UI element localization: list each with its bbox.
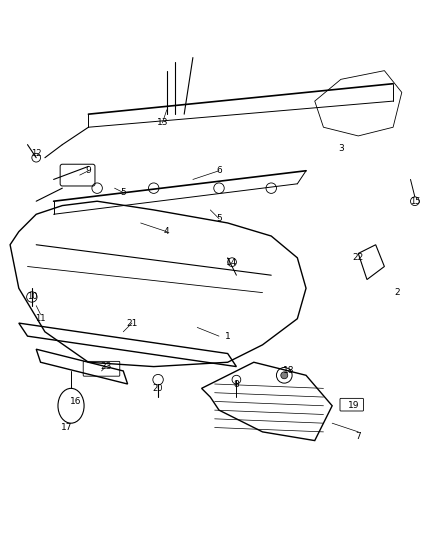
Text: 6: 6	[216, 166, 222, 175]
Text: 3: 3	[338, 144, 344, 154]
Text: 10: 10	[27, 293, 37, 302]
Text: 9: 9	[85, 166, 91, 175]
Text: 23: 23	[100, 362, 112, 371]
Text: 2: 2	[395, 288, 400, 297]
Text: 12: 12	[31, 149, 42, 158]
Text: 16: 16	[70, 397, 81, 406]
Text: 5: 5	[216, 214, 222, 223]
Text: 1: 1	[225, 332, 230, 341]
Text: 20: 20	[153, 384, 163, 393]
Text: 18: 18	[283, 367, 294, 375]
Text: 17: 17	[61, 423, 72, 432]
Text: 13: 13	[157, 118, 168, 127]
Text: 22: 22	[353, 253, 364, 262]
Text: 5: 5	[120, 188, 126, 197]
Text: 7: 7	[355, 432, 361, 441]
Text: 11: 11	[35, 314, 46, 323]
Text: 15: 15	[410, 197, 420, 206]
Text: 4: 4	[164, 227, 170, 236]
Text: 19: 19	[348, 401, 360, 410]
Text: 21: 21	[126, 319, 138, 328]
Text: 14: 14	[226, 257, 238, 266]
Text: 8: 8	[233, 379, 239, 389]
Circle shape	[281, 372, 288, 379]
